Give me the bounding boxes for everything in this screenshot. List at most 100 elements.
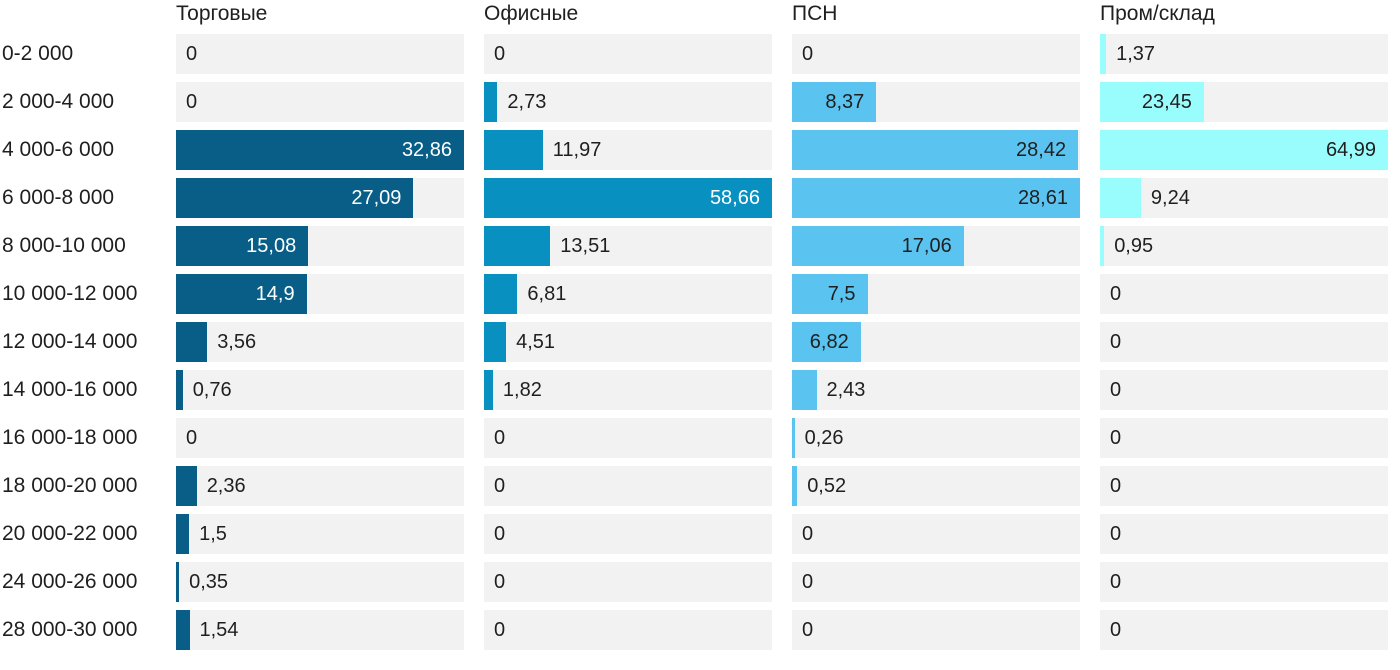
- bar: [792, 226, 964, 266]
- column-header-torgovye: Торговые: [176, 2, 268, 25]
- column-header-psn: ПСН: [792, 2, 838, 25]
- bar-track: 0: [1100, 418, 1388, 458]
- bar: [176, 178, 414, 218]
- bar-value: 0: [494, 475, 506, 497]
- row-label: 14 000-16 000: [2, 378, 138, 401]
- bar-value: 0,76: [192, 379, 232, 401]
- bar-value: 0: [802, 43, 814, 65]
- bar-track: 0: [176, 418, 464, 458]
- bar: [792, 274, 868, 314]
- bar-track: 0,35: [176, 562, 464, 602]
- bar-value: 27,09: [351, 187, 402, 209]
- chart-row: 20 000-22 000 1,5 0 0 0: [2, 514, 1400, 554]
- bar: [176, 514, 190, 554]
- bar-value: 0: [186, 91, 198, 113]
- bar-track: 0: [792, 514, 1080, 554]
- bar-track: 6,82: [792, 322, 1080, 362]
- row-label: 12 000-14 000: [2, 330, 138, 353]
- bar-value: 4,51: [516, 331, 556, 353]
- bar: [176, 130, 464, 170]
- bar-track: 27,09: [176, 178, 464, 218]
- bar: [1100, 34, 1107, 74]
- row-label: 8 000-10 000: [2, 234, 126, 257]
- bar-value: 9,24: [1150, 187, 1190, 209]
- bar-value: 2,73: [507, 91, 547, 113]
- bar-value: 28,61: [1017, 187, 1068, 209]
- bar: [792, 178, 1080, 218]
- bar: [792, 466, 798, 506]
- bar: [176, 466, 197, 506]
- chart-row: 24 000-26 000 0,35 0 0 0: [2, 562, 1400, 602]
- row-label: 28 000-30 000: [2, 618, 138, 641]
- bar-value: 13,51: [560, 235, 611, 257]
- bar-track: 0,76: [176, 370, 464, 410]
- bar: [1100, 82, 1204, 122]
- bar-value: 2,36: [206, 475, 246, 497]
- header-spacer: [2, 2, 156, 26]
- bar-track: 0: [792, 562, 1080, 602]
- bar-track: 0: [1100, 466, 1388, 506]
- bar-track: 28,61: [792, 178, 1080, 218]
- bar-value: 32,86: [401, 139, 452, 161]
- row-label: 4 000-6 000: [2, 138, 115, 161]
- bar: [484, 130, 543, 170]
- bar-value: 1,5: [199, 523, 227, 545]
- bar-value: 8,37: [825, 91, 865, 113]
- bar-track: 7,5: [792, 274, 1080, 314]
- row-label: 6 000-8 000: [2, 186, 115, 209]
- bar: [1100, 226, 1105, 266]
- row-label: 20 000-22 000: [2, 522, 138, 545]
- bar-track: 0: [484, 610, 772, 650]
- bar: [792, 130, 1079, 170]
- bar-track: 1,54: [176, 610, 464, 650]
- bar-track: 0,26: [792, 418, 1080, 458]
- bar-value: 0,26: [804, 427, 844, 449]
- bar-value: 0,52: [807, 475, 847, 497]
- column-header-prom-sklad: Пром/склад: [1100, 2, 1215, 25]
- bar-track: 15,08: [176, 226, 464, 266]
- bar-value: 0: [494, 571, 506, 593]
- bar-track: 0: [484, 418, 772, 458]
- bar-track: 0: [176, 82, 464, 122]
- bar-track: 9,24: [1100, 178, 1388, 218]
- bar-value: 0: [1110, 379, 1122, 401]
- bar: [176, 562, 180, 602]
- bar-value: 1,54: [199, 619, 239, 641]
- bar-value: 17,06: [901, 235, 952, 257]
- bar-track: 58,66: [484, 178, 772, 218]
- bar-value: 3,56: [217, 331, 257, 353]
- bar-track: 1,82: [484, 370, 772, 410]
- bar-track: 0: [484, 34, 772, 74]
- bar-track: 0: [176, 34, 464, 74]
- bar-value: 11,97: [552, 139, 602, 161]
- bar-value: 0: [494, 619, 506, 641]
- bar-value: 0,95: [1114, 235, 1154, 257]
- bar-track: 11,97: [484, 130, 772, 170]
- column-headers: Торговые Офисные ПСН Пром/склад: [2, 2, 1400, 26]
- bar: [792, 82, 877, 122]
- row-label: 24 000-26 000: [2, 570, 138, 593]
- bar-track: 2,73: [484, 82, 772, 122]
- bar-value: 1,37: [1116, 43, 1156, 65]
- bar-track: 2,36: [176, 466, 464, 506]
- bar-value: 0: [1110, 427, 1122, 449]
- bar: [176, 370, 183, 410]
- chart-rows: 0-2 000 0 0 0 1,37 2 000-4 000 0 2,73 8,37 23,45 4…: [2, 34, 1400, 650]
- bar-track: 14,9: [176, 274, 464, 314]
- bar: [176, 274, 307, 314]
- chart-row: 6 000-8 000 27,09 58,66 28,61 9,24: [2, 178, 1400, 218]
- bar: [792, 418, 795, 458]
- bar-track: 0: [1100, 610, 1388, 650]
- bar-track: 0: [792, 34, 1080, 74]
- bar: [792, 370, 817, 410]
- bar: [176, 226, 309, 266]
- bar-track: 0: [1100, 562, 1388, 602]
- bar-track: 8,37: [792, 82, 1080, 122]
- bar-track: 2,43: [792, 370, 1080, 410]
- bar-value: 0: [186, 43, 198, 65]
- row-label: 16 000-18 000: [2, 426, 138, 449]
- bar-track: 0: [1100, 322, 1388, 362]
- chart-row: 2 000-4 000 0 2,73 8,37 23,45: [2, 82, 1400, 122]
- bar: [176, 610, 190, 650]
- bar-value: 0: [1110, 619, 1122, 641]
